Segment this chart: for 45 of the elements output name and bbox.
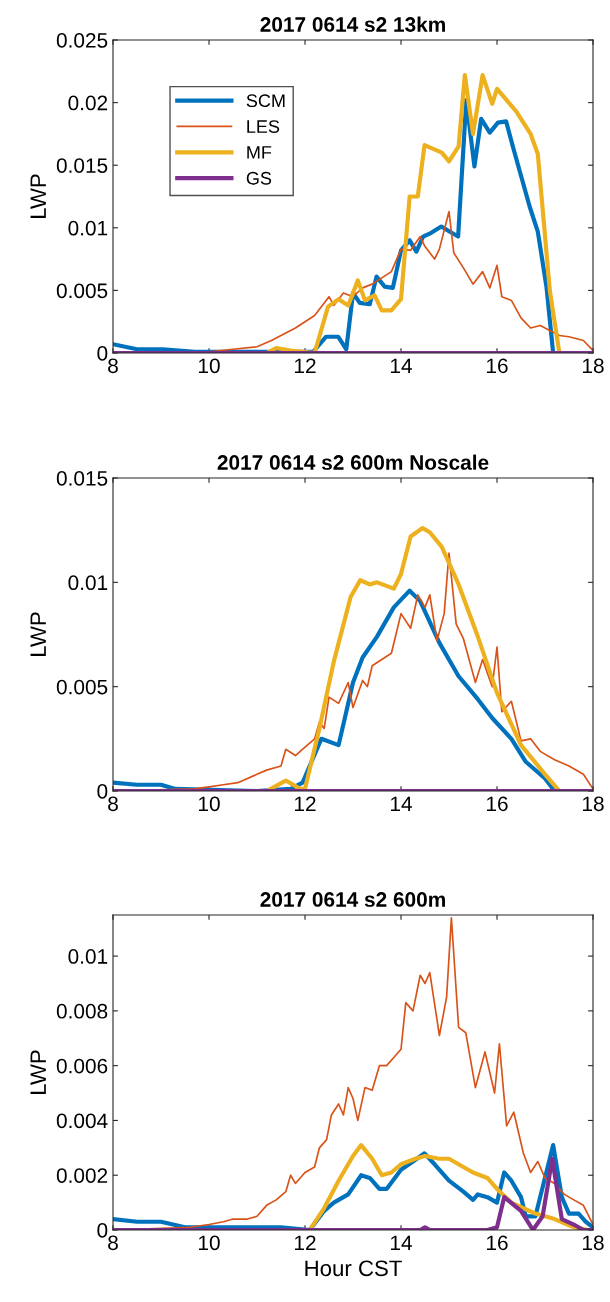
x-tick-label: 16: [487, 1235, 508, 1251]
x-tick-label: 16: [487, 796, 508, 812]
legend-label: SCM: [246, 94, 285, 108]
x-axis-title: Hour CST: [305, 1260, 402, 1277]
chart-title: 2017 0614 s2 600m Noscale: [217, 454, 489, 470]
x-tick-label: 8: [108, 358, 118, 374]
y-tick-label: 0.008: [56, 1003, 108, 1019]
legend-label: LES: [247, 120, 280, 133]
y-tick-label: 0: [97, 1223, 108, 1238]
chart-title: 2017 0614 s2 600m: [260, 892, 445, 907]
y-tick-label: 0.02: [68, 95, 108, 111]
y-tick-label: 0.01: [68, 949, 108, 964]
y-tick-label: 0.004: [56, 1113, 108, 1129]
x-tick-label: 8: [108, 1235, 118, 1251]
legend-label: MF: [247, 146, 272, 159]
x-tick-label: 14: [391, 358, 412, 373]
x-tick-label: 18: [583, 796, 604, 812]
y-tick-label: 0.005: [56, 283, 108, 299]
y-tick-label: 0.002: [56, 1168, 108, 1183]
legend-label: GS: [246, 171, 272, 185]
x-tick-label: 14: [391, 796, 412, 811]
y-tick-label: 0: [97, 784, 108, 799]
x-tick-label: 14: [391, 1235, 412, 1250]
x-tick-label: 12: [295, 358, 316, 373]
y-tick-label: 0.015: [56, 158, 108, 173]
y-tick-label: 0.015: [56, 471, 108, 486]
y-axis-title: LWP: [30, 1050, 46, 1094]
x-tick-label: 8: [108, 796, 118, 812]
x-tick-label: 18: [583, 358, 604, 374]
x-tick-label: 16: [487, 358, 508, 374]
x-tick-label: 12: [295, 1235, 316, 1250]
y-axis-title: LWP: [30, 612, 46, 656]
y-tick-label: 0.025: [56, 33, 108, 48]
x-tick-label: 10: [199, 1235, 220, 1251]
y-tick-label: 0.006: [56, 1058, 108, 1074]
x-tick-label: 18: [583, 1235, 604, 1251]
x-tick-label: 12: [295, 796, 316, 811]
y-tick-label: 0.01: [68, 575, 108, 591]
y-tick-label: 0: [97, 346, 108, 361]
x-tick-label: 10: [199, 358, 220, 374]
x-tick-label: 10: [199, 796, 220, 812]
y-axis-title: LWP: [30, 174, 46, 218]
chart-title: 2017 0614 s2 13km: [260, 16, 445, 32]
y-tick-label: 0.01: [68, 220, 108, 236]
y-tick-label: 0.005: [56, 679, 108, 695]
